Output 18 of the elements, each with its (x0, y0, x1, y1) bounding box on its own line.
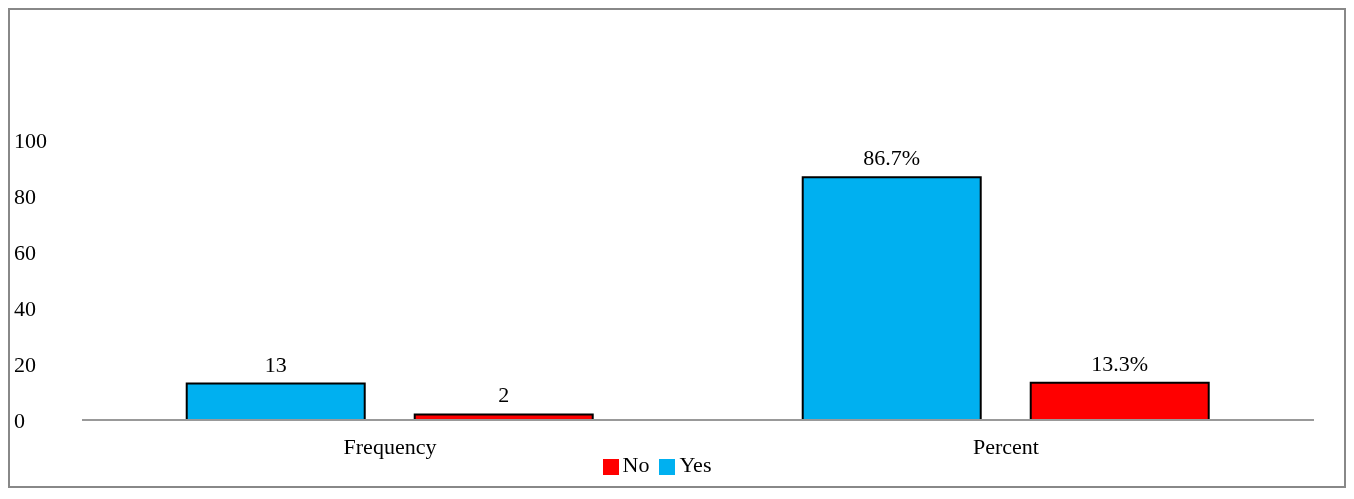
bar (185, 382, 366, 420)
x-tick-label: Frequency (343, 433, 437, 459)
data-label: 13.3% (1091, 350, 1149, 376)
bar (413, 413, 594, 420)
y-tick-label: 60 (14, 239, 36, 265)
legend-label: Yes (679, 452, 712, 477)
bar (801, 176, 982, 420)
data-label: 13 (264, 351, 287, 377)
legend-label: No (622, 452, 650, 477)
x-tick-label: Percent (973, 433, 1039, 459)
data-label: 2 (498, 382, 510, 408)
data-label: 86.7% (863, 145, 921, 171)
y-tick-label: 0 (14, 407, 25, 433)
bar (1029, 381, 1210, 420)
y-tick-label: 20 (14, 351, 36, 377)
y-tick-label: 40 (14, 295, 36, 321)
y-tick-label: 80 (14, 183, 36, 209)
y-tick-label: 100 (14, 127, 47, 153)
